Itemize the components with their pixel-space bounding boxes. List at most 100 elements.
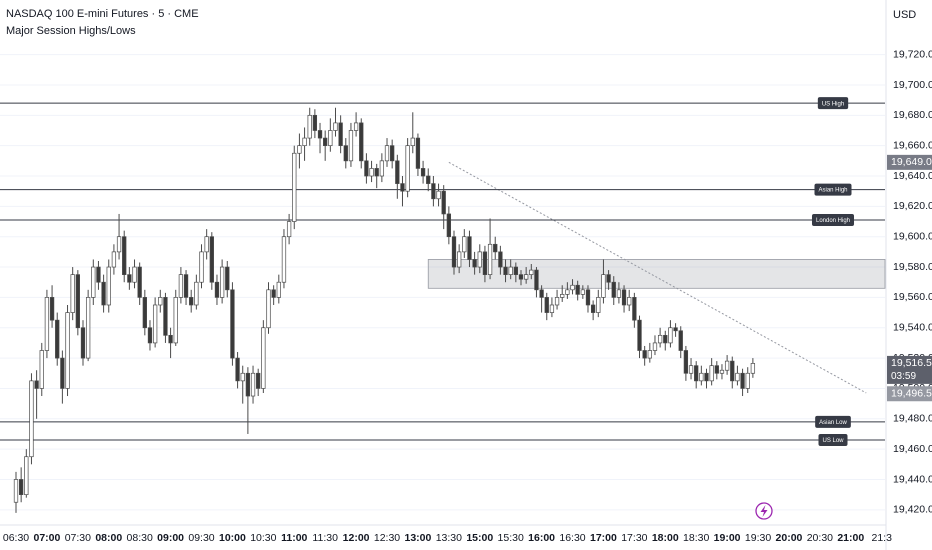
x-tick-label: 07:00 <box>33 532 60 544</box>
candle-body <box>420 168 426 177</box>
x-tick-label: 09:00 <box>157 532 184 544</box>
candle-body <box>688 365 694 374</box>
x-tick-label: 18:30 <box>683 532 709 544</box>
chart-subtitle: Major Session Highs/Lows <box>6 25 136 37</box>
x-tick-label: 13:30 <box>436 532 462 544</box>
x-tick-label: 15:00 <box>466 532 493 544</box>
x-tick-label: 20:00 <box>776 532 803 544</box>
candle-body <box>353 122 359 131</box>
level-label: US Low <box>822 438 844 444</box>
candle-body <box>683 350 689 374</box>
candle-body <box>575 284 580 295</box>
candle-body <box>75 274 80 329</box>
candle-body <box>632 297 637 321</box>
price-label: 19,516.50 <box>891 357 932 369</box>
x-tick-label: 17:30 <box>621 532 647 544</box>
y-tick-label: 19,560.00 <box>893 291 932 303</box>
candle-body <box>137 266 142 298</box>
axes: 19,420.00 19,440.00 19,460.00 19,480.00 19,5… <box>3 48 932 544</box>
candle-body <box>740 372 745 389</box>
candle-body <box>472 259 477 268</box>
candle-body <box>508 266 513 275</box>
level-tag <box>814 183 852 196</box>
x-tick-label: 10:00 <box>219 532 246 544</box>
price-label: 19,496.50 <box>891 388 932 400</box>
candle-body <box>44 297 50 351</box>
x-tick-label: 21:00 <box>837 532 864 544</box>
candle-body <box>544 297 549 313</box>
x-tick-label: 17:00 <box>590 532 617 544</box>
candle-body <box>266 289 271 329</box>
candle-body <box>328 130 333 147</box>
candle-body <box>384 145 390 162</box>
candle-body <box>168 334 173 344</box>
candle-body <box>436 190 441 200</box>
candle-body <box>183 274 189 298</box>
candle-body <box>333 122 338 131</box>
candle-body <box>498 251 503 268</box>
price-label-box <box>887 355 932 384</box>
candle-body <box>606 274 611 283</box>
chart-title: NASDAQ 100 E-mini Futures · 5 · CME <box>6 8 199 20</box>
candle-body <box>441 190 446 215</box>
candle-body <box>214 281 220 298</box>
candle-body <box>477 251 482 268</box>
candle-body <box>585 289 591 306</box>
candle-body <box>364 160 369 177</box>
candle-body <box>173 297 178 344</box>
x-tick-label: 16:00 <box>528 532 555 544</box>
candle-body <box>70 274 75 313</box>
y-tick-label: 19,660.00 <box>893 139 932 151</box>
candle-body <box>663 334 668 344</box>
candle-body <box>312 114 318 131</box>
level-label: Asian High <box>818 188 847 194</box>
x-tick-label: 13:00 <box>405 532 432 544</box>
candle-body <box>457 251 462 268</box>
candle-body <box>297 145 302 154</box>
x-tick-label: 07:30 <box>65 532 91 544</box>
candle-body <box>529 269 534 275</box>
candle-body <box>317 130 323 139</box>
candle-body <box>405 145 410 192</box>
zone <box>427 259 886 289</box>
x-tick-label: 09:30 <box>188 532 214 544</box>
candle-body <box>132 266 137 283</box>
countdown: 03:59 <box>891 371 916 382</box>
candle-body <box>426 175 431 184</box>
candle-body <box>745 372 750 389</box>
candle-body <box>348 130 354 162</box>
candle-body <box>467 236 472 260</box>
candle-body <box>91 266 96 298</box>
candle-body <box>534 269 539 291</box>
candle-body <box>621 289 627 306</box>
x-tick-label: 10:30 <box>250 532 276 544</box>
y-tick-label: 19,680.00 <box>893 109 932 121</box>
candle-body <box>55 319 60 359</box>
candle-body <box>730 360 735 382</box>
candle-body <box>462 236 467 253</box>
candle-body <box>493 243 498 253</box>
level-label: London High <box>816 218 850 224</box>
y-tick-label: 19,460.00 <box>893 443 932 455</box>
candle-body <box>96 266 101 283</box>
candle-body <box>549 304 555 313</box>
candle-body <box>642 350 647 359</box>
candle-body <box>19 479 24 496</box>
candle-body <box>554 297 560 306</box>
candle-body <box>65 312 70 389</box>
candle-body <box>116 236 122 253</box>
level-tag <box>817 97 849 110</box>
candle-body <box>446 213 452 238</box>
candle-body <box>101 281 106 306</box>
candle-body <box>209 236 214 283</box>
candle-body <box>276 281 281 298</box>
candle-body <box>431 183 436 200</box>
candle-body <box>49 297 55 321</box>
candle-body <box>678 330 683 351</box>
candle-body <box>323 137 328 147</box>
x-tick-label: 15:30 <box>498 532 524 544</box>
candle-body <box>668 327 673 344</box>
alert-icon[interactable] <box>755 502 773 520</box>
x-tick-label: 06:30 <box>3 532 29 544</box>
candle-body <box>302 137 307 147</box>
